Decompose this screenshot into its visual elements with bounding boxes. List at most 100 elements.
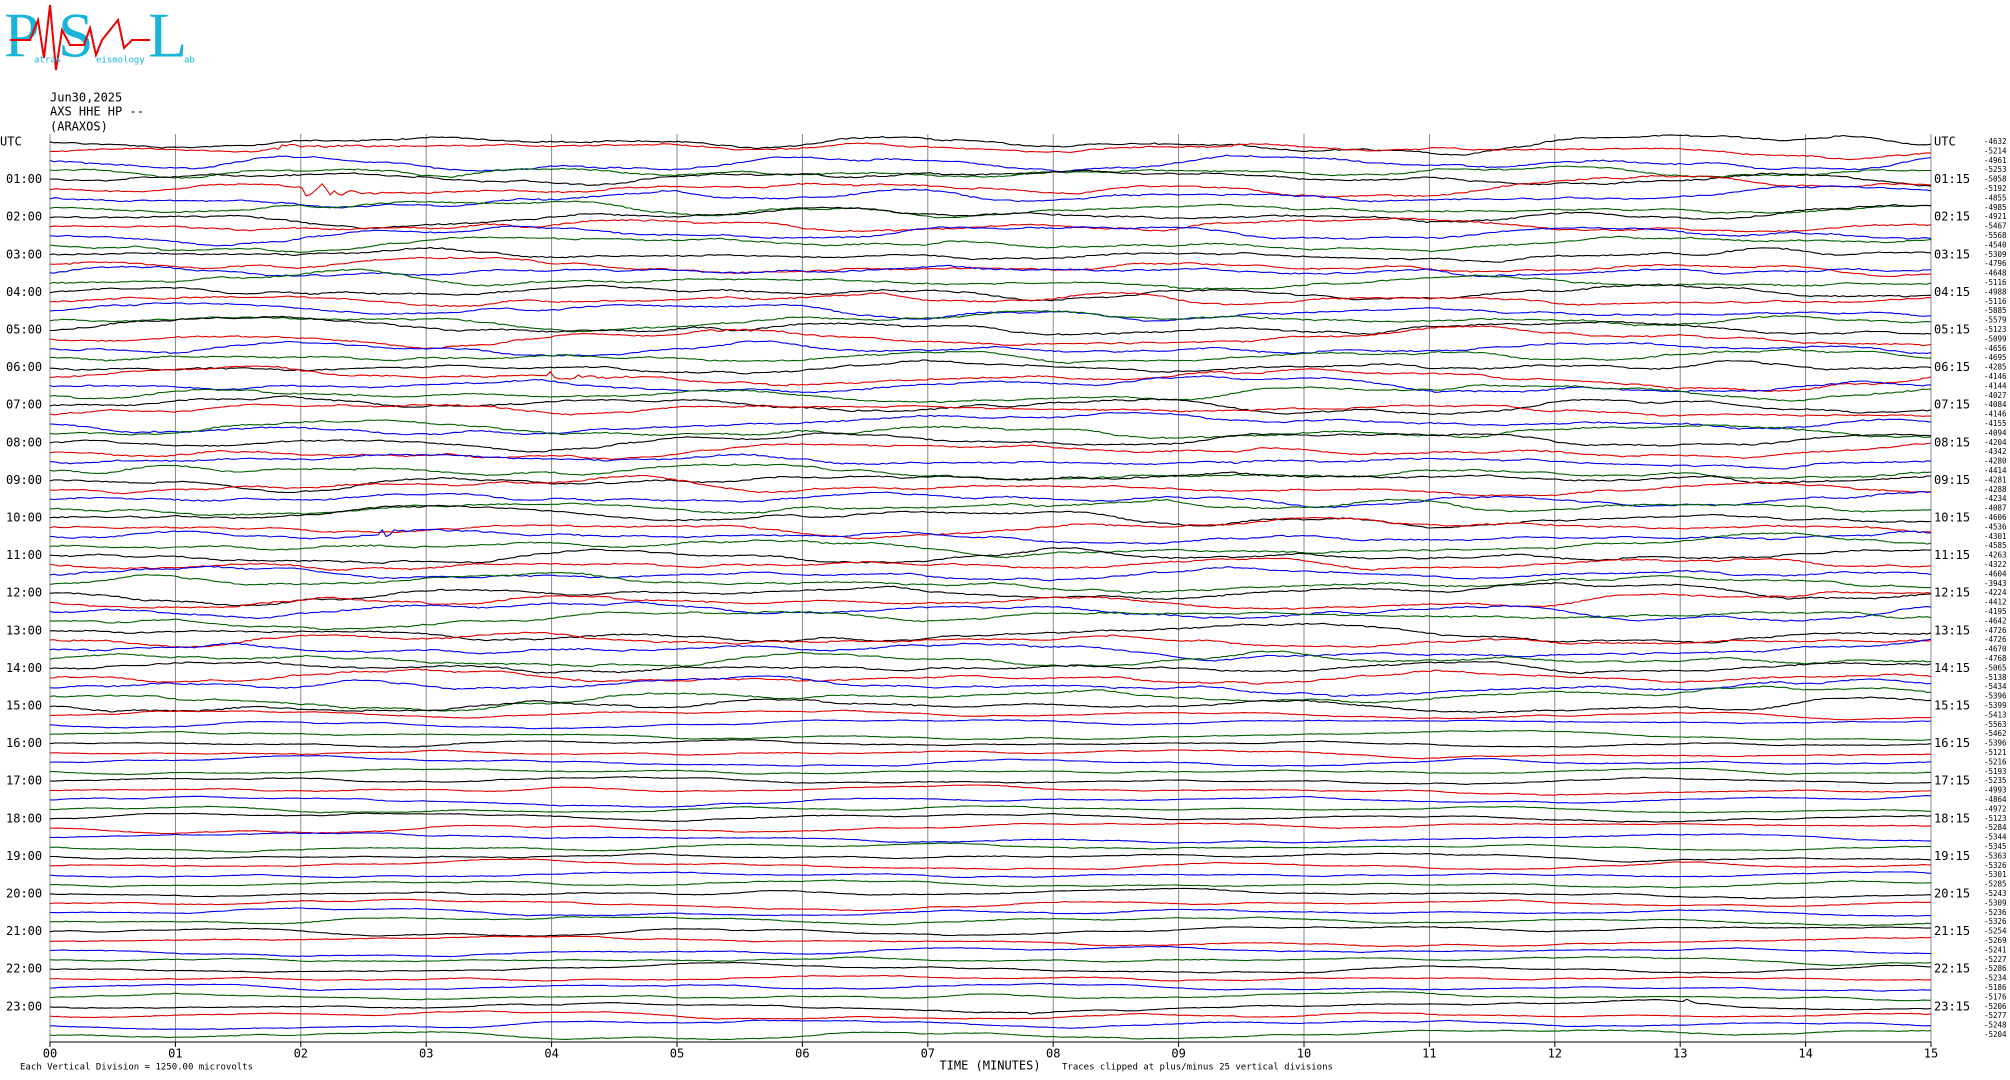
trace-offset: -4768 bbox=[1984, 654, 2007, 663]
trace-offset: -5568 bbox=[1984, 231, 2007, 240]
trace-offset: -5286 bbox=[1984, 964, 2007, 973]
hour-label: 10:00 bbox=[6, 511, 42, 525]
trace-offset: -4414 bbox=[1984, 466, 2007, 475]
trace bbox=[49, 453, 1932, 470]
hour-label: 06:00 bbox=[6, 360, 42, 374]
hour-label-right: 19:15 bbox=[1934, 849, 1970, 863]
trace bbox=[49, 432, 1932, 453]
hour-label: 18:00 bbox=[6, 811, 42, 825]
location: (ARAXOS) bbox=[50, 120, 108, 134]
trace bbox=[49, 871, 1932, 879]
trace bbox=[49, 974, 1932, 982]
trace bbox=[49, 516, 1932, 540]
hour-label: 16:00 bbox=[6, 736, 42, 750]
logo-letter: L bbox=[148, 0, 187, 71]
trace bbox=[49, 256, 1932, 277]
trace bbox=[49, 805, 1931, 814]
x-tick-label: 08 bbox=[1046, 1047, 1060, 1061]
trace bbox=[49, 982, 1932, 992]
hour-label-right: 20:15 bbox=[1934, 887, 1970, 901]
hour-label-right: 08:15 bbox=[1934, 435, 1970, 449]
trace bbox=[49, 1029, 1932, 1041]
trace-offset: -5243 bbox=[1984, 889, 2007, 898]
trace bbox=[49, 898, 1931, 912]
hour-label-right: UTC bbox=[1934, 135, 1956, 149]
trace-offset: -5234 bbox=[1984, 974, 2007, 983]
trace-offset: -5563 bbox=[1984, 720, 2007, 729]
hour-label-right: 09:15 bbox=[1934, 473, 1970, 487]
trace bbox=[49, 225, 1932, 247]
trace bbox=[49, 325, 1932, 349]
hour-label-right: 02:15 bbox=[1934, 210, 1970, 224]
trace-offset: -5192 bbox=[1984, 184, 2007, 193]
trace bbox=[49, 384, 1932, 403]
trace-offset: -4536 bbox=[1984, 522, 2007, 531]
trace-offset: -5138 bbox=[1984, 673, 2007, 682]
trace-offset: -5236 bbox=[1984, 908, 2007, 917]
trace bbox=[50, 528, 1932, 545]
hour-label-right: 06:15 bbox=[1934, 360, 1970, 374]
trace bbox=[49, 709, 1932, 721]
trace-offset: -5241 bbox=[1984, 945, 2007, 954]
trace-offset: -4263 bbox=[1984, 551, 2007, 560]
hour-label-right: 03:15 bbox=[1934, 247, 1970, 261]
x-tick-label: 05 bbox=[670, 1047, 684, 1061]
trace-offset: -5176 bbox=[1984, 992, 2007, 1001]
trace bbox=[50, 879, 1932, 889]
hour-label-right: 07:15 bbox=[1934, 398, 1970, 412]
trace-offset: -5309 bbox=[1984, 250, 2007, 259]
trace-offset: -5326 bbox=[1984, 861, 2007, 870]
hour-label: 01:00 bbox=[6, 172, 42, 186]
trace-offset: -4144 bbox=[1984, 381, 2007, 390]
trace bbox=[49, 842, 1932, 853]
trace bbox=[49, 638, 1932, 662]
trace-offset: -5344 bbox=[1984, 833, 2007, 842]
trace bbox=[49, 491, 1932, 509]
trace bbox=[49, 582, 1932, 607]
trace-offset: -4027 bbox=[1984, 391, 2007, 400]
hour-label: 21:00 bbox=[6, 924, 42, 938]
trace bbox=[49, 590, 1932, 610]
trace-offset: -4280 bbox=[1984, 457, 2007, 466]
trace bbox=[49, 291, 1932, 308]
hour-label-right: 23:15 bbox=[1934, 999, 1970, 1013]
trace bbox=[49, 165, 1932, 179]
trace bbox=[49, 926, 1932, 937]
hour-label: 02:00 bbox=[6, 210, 42, 224]
trace bbox=[49, 375, 1931, 394]
hour-label: 04:00 bbox=[6, 285, 42, 299]
trace-offset: -4972 bbox=[1984, 804, 2007, 813]
trace bbox=[49, 755, 1932, 767]
trace-offset: -5099 bbox=[1984, 334, 2007, 343]
logo-subtitle: eismology bbox=[96, 56, 145, 66]
x-tick-label: 09 bbox=[1171, 1047, 1185, 1061]
trace bbox=[49, 474, 1932, 497]
trace-offset: -4993 bbox=[1984, 786, 2007, 795]
trace bbox=[50, 668, 1932, 685]
hour-label-right: 18:15 bbox=[1934, 811, 1970, 825]
trace-offset: -5186 bbox=[1984, 983, 2007, 992]
hour-label: 13:00 bbox=[6, 623, 42, 637]
trace-offset: -4648 bbox=[1984, 269, 2007, 278]
trace bbox=[49, 185, 1932, 209]
hour-label-right: 12:15 bbox=[1934, 586, 1970, 600]
hour-label-right: 17:15 bbox=[1934, 774, 1970, 788]
trace bbox=[49, 504, 1932, 529]
trace-offset: -4656 bbox=[1984, 344, 2007, 353]
trace bbox=[50, 340, 1932, 357]
trace bbox=[50, 1019, 1932, 1030]
trace-offset: -4961 bbox=[1984, 156, 2007, 165]
date: Jun30,2025 bbox=[50, 91, 122, 105]
trace bbox=[49, 998, 1932, 1015]
hour-label-right: 22:15 bbox=[1934, 962, 1970, 976]
logo-letter: P bbox=[4, 0, 40, 71]
trace-offset: -4094 bbox=[1984, 428, 2007, 437]
trace bbox=[49, 622, 1932, 644]
trace bbox=[49, 956, 1932, 967]
trace-offset: -4412 bbox=[1984, 598, 2007, 607]
trace-offset: -5116 bbox=[1984, 297, 2007, 306]
trace bbox=[49, 471, 1932, 494]
x-tick-label: 01 bbox=[168, 1047, 182, 1061]
trace-offset: -5206 bbox=[1984, 1002, 2007, 1011]
trace-offset: -4224 bbox=[1984, 588, 2007, 597]
